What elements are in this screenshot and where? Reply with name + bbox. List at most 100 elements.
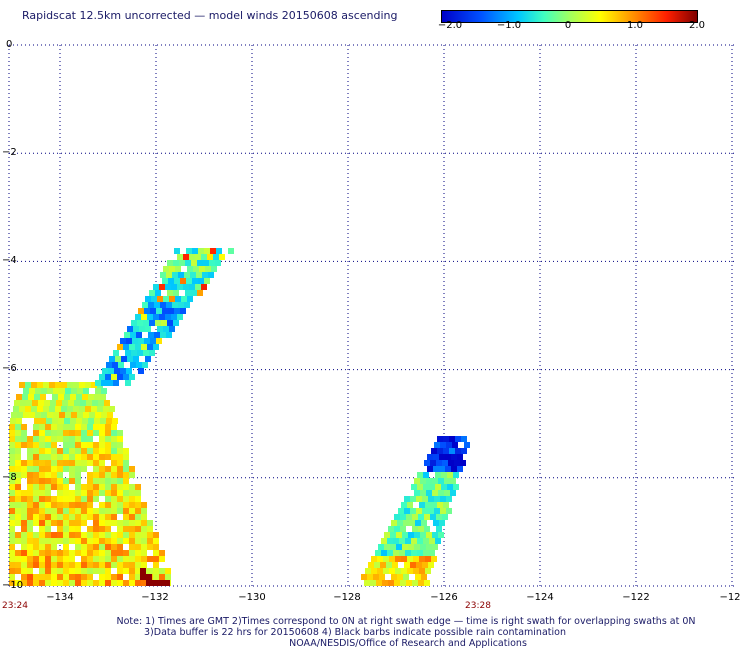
swath-cell [51, 520, 57, 526]
swath-cell [51, 568, 57, 574]
swath-cell [143, 320, 149, 326]
swath-cell [457, 466, 463, 472]
swath-cell [129, 508, 135, 514]
swath-cell [150, 338, 156, 344]
swath-cell [424, 514, 430, 520]
swath-cell [158, 580, 164, 586]
swath-cell [421, 574, 427, 580]
swath-cell [117, 562, 123, 568]
swath-cell [27, 496, 33, 502]
swath-cell [374, 562, 380, 568]
swath-cell [69, 508, 75, 514]
swath-cell [9, 580, 15, 586]
swath-cell [415, 520, 421, 526]
swath-cell [397, 574, 403, 580]
swath-cell [123, 556, 129, 562]
swath-cell [52, 418, 58, 424]
swath-cell [105, 496, 111, 502]
swath-cell [432, 490, 438, 496]
swath-cell [51, 508, 57, 514]
swath-cell [123, 502, 129, 508]
swath-cell [57, 490, 63, 496]
swath-cell [135, 502, 141, 508]
swath-cell [153, 284, 159, 290]
swath-cell [432, 478, 438, 484]
swath-cell [421, 520, 427, 526]
swath-cell [120, 338, 126, 344]
swath-cell [199, 266, 205, 272]
swath-cell [87, 502, 93, 508]
swath-cell [29, 412, 35, 418]
swath-cell [21, 508, 27, 514]
swath-cell [45, 472, 51, 478]
swath-cell [105, 562, 111, 568]
swath-cell [75, 472, 81, 478]
swath-cell [9, 538, 15, 544]
swath-cell [81, 496, 87, 502]
swath-cell [159, 550, 165, 556]
swath-cell [105, 472, 111, 478]
swath-cell [153, 574, 159, 580]
swath-cell [160, 272, 166, 278]
swath-cell [105, 436, 111, 442]
swath-cell [51, 574, 57, 580]
swath-cell [19, 382, 25, 388]
swath-cell [117, 502, 123, 508]
swath-cell [127, 356, 133, 362]
swath-cell [433, 466, 439, 472]
swath-cell [57, 538, 63, 544]
swath-cell [391, 520, 397, 526]
swath-cell [216, 248, 222, 254]
swath-cell [414, 544, 420, 550]
swath-cell [174, 248, 180, 254]
swath-cell [105, 580, 111, 586]
swath-cell [69, 556, 75, 562]
swath-cell [381, 550, 387, 556]
swath-cell [117, 550, 123, 556]
swath-cell [32, 400, 38, 406]
swath-cell [21, 532, 27, 538]
swath-cell [388, 580, 394, 586]
swath-cell [16, 418, 22, 424]
swath-cell [87, 472, 93, 478]
swath-cell [69, 574, 75, 580]
swath-cell [370, 580, 376, 586]
swath-cell [81, 436, 87, 442]
swath-cell [69, 454, 75, 460]
swath-cell [443, 448, 449, 454]
swath-cell [447, 472, 453, 478]
swath-cell [69, 520, 75, 526]
swath-cell [410, 496, 416, 502]
swath-cell [129, 556, 135, 562]
swath-cell [99, 544, 105, 550]
swath-cell [45, 466, 51, 472]
swath-cell [93, 544, 99, 550]
swath-cell [418, 580, 424, 586]
swath-cell [51, 580, 57, 586]
swath-cell [117, 460, 123, 466]
swath-cell [41, 388, 47, 394]
swath-cell [150, 308, 156, 314]
swath-cell [69, 430, 75, 436]
swath-cell [442, 514, 448, 520]
swath-cell [69, 490, 75, 496]
swath-cell [208, 272, 214, 278]
swath-cell [33, 460, 39, 466]
swath-cell [117, 442, 123, 448]
swath-cell [67, 406, 73, 412]
swath-cell [71, 412, 77, 418]
swath-cell [129, 496, 135, 502]
swath-cell [169, 296, 175, 302]
swath-cell [33, 532, 39, 538]
swath-cell [99, 514, 105, 520]
swath-cell [51, 556, 57, 562]
swath-cell [99, 508, 105, 514]
swath-cell [123, 532, 129, 538]
swath-cell [39, 478, 45, 484]
swath-cell [88, 418, 94, 424]
swath-cell [198, 278, 204, 284]
y-tick-label: −2 [2, 147, 17, 158]
swath-cell [129, 568, 135, 574]
swath-cell [113, 350, 119, 356]
swath-cell [375, 550, 381, 556]
